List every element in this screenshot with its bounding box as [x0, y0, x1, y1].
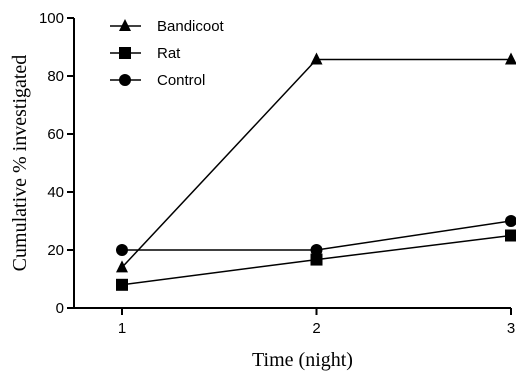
data-point-rat-3: [505, 229, 516, 242]
y-tick-label-20: 20: [47, 242, 64, 259]
series-rat: [116, 229, 516, 291]
legend-marker-control: [119, 74, 131, 86]
data-point-rat-2: [310, 253, 323, 266]
y-tick-label-60: 60: [47, 126, 64, 143]
x-axis-title: Time (night): [252, 349, 353, 371]
y-tick-label-0: 0: [56, 300, 64, 317]
data-point-rat-1: [116, 278, 128, 291]
y-tick-label-40: 40: [47, 184, 64, 201]
data-point-control-2: [310, 244, 323, 256]
x-tick-label-1: 1: [118, 320, 126, 337]
y-tick-label-100: 100: [39, 10, 64, 27]
y-axis-title: Cumulative % investigated: [9, 55, 31, 272]
data-point-bandicoot-2: [310, 52, 323, 65]
data-point-bandicoot-3: [505, 52, 516, 65]
series-layer: [116, 52, 516, 291]
legend-label-rat: Rat: [157, 45, 181, 62]
data-point-control-1: [116, 244, 128, 256]
series-line-bandicoot: [121, 58, 511, 268]
data-point-control-3: [505, 215, 516, 227]
series-control: [116, 215, 516, 256]
y-tick-label-80: 80: [47, 68, 64, 85]
legend: Bandicoot Rat Control: [110, 18, 225, 89]
axes: 0 20 40 60 80 100 1 2 3: [39, 10, 515, 337]
legend-marker-bandicoot: [119, 19, 131, 31]
data-point-bandicoot-1: [116, 260, 128, 273]
x-tick-label-3: 3: [507, 320, 515, 337]
x-tick-label-2: 2: [312, 320, 320, 337]
legend-marker-rat: [119, 47, 131, 59]
legend-label-bandicoot: Bandicoot: [157, 18, 225, 35]
legend-label-control: Control: [157, 72, 205, 89]
series-bandicoot: [116, 52, 516, 273]
